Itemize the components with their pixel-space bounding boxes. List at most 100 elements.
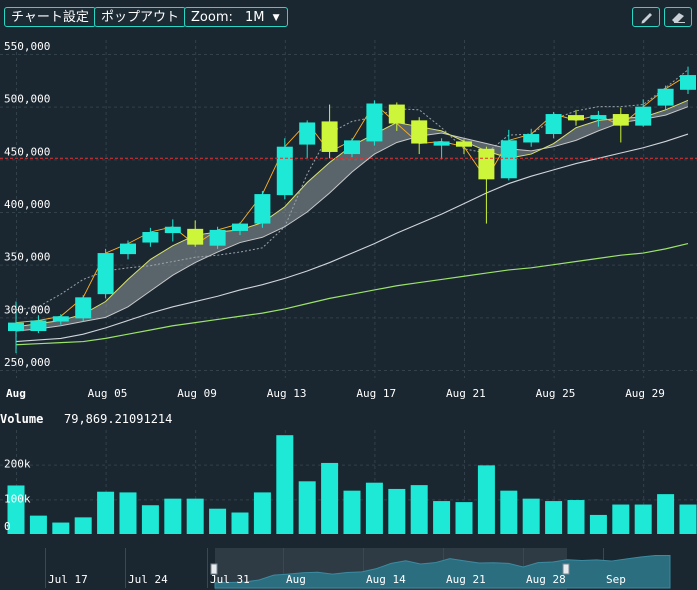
volume-bar [141, 505, 159, 534]
candle-body [657, 88, 674, 106]
y-tick-label: 550,000 [4, 40, 50, 53]
navigator-area [214, 554, 671, 589]
volume-bar [97, 491, 115, 534]
volume-bar [321, 462, 339, 534]
close-line [15, 74, 689, 324]
eraser-icon [672, 13, 685, 23]
x-tick-label: Aug 05 [88, 387, 128, 400]
candle [456, 139, 472, 155]
candle-body [52, 316, 69, 322]
x-axis: Aug Aug 05 Aug 09 Aug 13 Aug 17 Aug 21 Aug 25 A… [6, 387, 665, 400]
volume-tick-label: 200k [4, 458, 31, 471]
chart-toolbar: チャート設定 ポップアウト Zoom: 1M ▼ [0, 0, 697, 36]
navigator-tick-label: Aug 21 [446, 573, 486, 586]
x-tick-label: Aug [6, 387, 26, 400]
volume-bar [186, 498, 204, 534]
volume-bar [679, 504, 697, 534]
volume-bar [74, 517, 92, 534]
candle [657, 85, 674, 110]
x-tick-label: Aug 09 [177, 387, 217, 400]
y-tick-label: 350,000 [4, 251, 50, 264]
y-tick-label: 300,000 [4, 303, 50, 316]
ma-ribbon [16, 100, 688, 332]
candle [388, 102, 405, 131]
y-tick-label: 500,000 [4, 93, 50, 106]
volume-bar [433, 501, 451, 534]
zoom-label: Zoom: [191, 10, 233, 25]
volume-bar [209, 508, 227, 534]
pencil-button[interactable] [632, 7, 660, 27]
x-tick-label: Aug 13 [267, 387, 307, 400]
navigator-tick-label: Sep [606, 573, 626, 586]
y-axis: 550,000 500,000 450,000 400,000 350,000 300,0… [4, 40, 50, 369]
navigator[interactable]: Jul 17 Jul 24 Jul 31 Aug Aug 14 Aug 21 Aug 28 S… [0, 544, 697, 590]
volume-label: Volume [0, 412, 44, 426]
candle [254, 190, 271, 228]
volume-value: 79,869.21091214 [64, 412, 173, 426]
candle [52, 314, 69, 325]
candle-body [254, 194, 271, 224]
volume-bar [298, 481, 316, 534]
ma-xlong-line [15, 243, 689, 346]
candle-body [523, 134, 540, 143]
ma-long-line [15, 133, 689, 343]
candle-body [590, 115, 607, 120]
candle [612, 107, 629, 143]
candle [8, 301, 24, 354]
candle [321, 104, 338, 159]
volume-bar [477, 465, 495, 534]
grid [0, 40, 697, 378]
popout-button[interactable]: ポップアウト [94, 7, 187, 27]
candle [164, 219, 181, 242]
y-tick-label: 250,000 [4, 356, 50, 369]
candle [500, 129, 517, 181]
candle [120, 240, 136, 260]
candle [590, 110, 607, 127]
ma-mid-line [15, 106, 689, 332]
pencil-icon [641, 13, 652, 24]
volume-bar [634, 504, 652, 534]
chart-settings-button[interactable]: チャート設定 [4, 7, 96, 27]
candle-body [366, 103, 383, 142]
candle [97, 248, 114, 299]
candle-body [456, 141, 472, 147]
navigator-tick-label: Aug 14 [366, 573, 406, 586]
candle-body [411, 120, 428, 144]
navigator-handle-left[interactable] [210, 563, 218, 575]
candle [75, 295, 92, 322]
candle-body [612, 114, 629, 126]
candle [232, 222, 248, 236]
candle [523, 128, 540, 147]
volume-bars [7, 435, 697, 534]
candle-body [75, 297, 92, 319]
candle-body [209, 229, 226, 246]
x-tick-label: Aug 29 [625, 387, 665, 400]
volume-tick-label: 100k [4, 492, 31, 505]
zoom-select[interactable]: Zoom: 1M ▼ [184, 7, 288, 27]
candle [680, 66, 696, 95]
eraser-button[interactable] [664, 7, 692, 27]
volume-chart: 200k 100k 0 [0, 430, 697, 534]
candle [411, 117, 428, 155]
volume-bar [164, 498, 182, 534]
candle-body [120, 243, 136, 255]
volume-bar [522, 498, 540, 534]
volume-bar [119, 492, 137, 534]
candle [635, 99, 652, 127]
volume-bar [388, 488, 406, 534]
volume-bar [29, 515, 47, 534]
candle-body [568, 115, 584, 121]
candle-body [680, 75, 696, 90]
candle [276, 138, 293, 200]
candle [344, 138, 360, 158]
volume-bar [612, 504, 630, 534]
volume-bar [253, 492, 271, 534]
candle-body [276, 146, 293, 196]
volume-axis: 200k 100k 0 [4, 458, 31, 533]
navigator-handle-right[interactable] [562, 563, 570, 575]
candle [30, 315, 47, 334]
price-chart[interactable]: 550,000 500,000 450,000 400,000 350,000 300,0… [0, 0, 697, 400]
volume-tick-label: 0 [4, 520, 11, 533]
volume-bar [276, 435, 294, 534]
candle-body [433, 141, 450, 146]
